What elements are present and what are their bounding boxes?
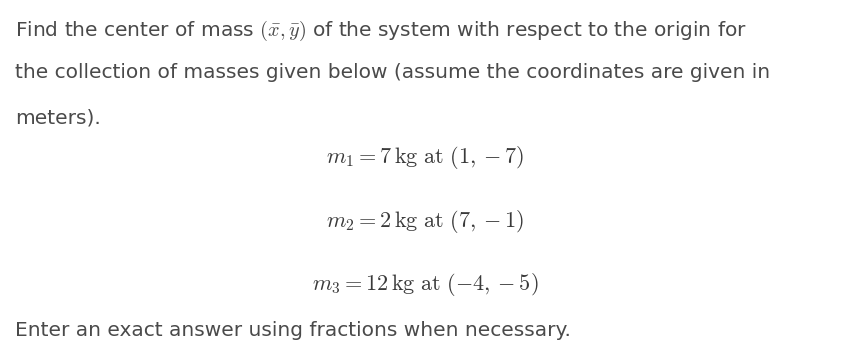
Text: Find the center of mass $(\bar{x},\bar{y})$ of the system with respect to the or: Find the center of mass $(\bar{x},\bar{y… bbox=[15, 19, 747, 43]
Text: the collection of masses given below (assume the coordinates are given in: the collection of masses given below (as… bbox=[15, 63, 770, 82]
Text: $m_3 = 12\,\mathrm{kg\ at}\ (-4, -5)$: $m_3 = 12\,\mathrm{kg\ at}\ (-4, -5)$ bbox=[312, 271, 538, 298]
Text: $m_1 = 7\,\mathrm{kg\ at}\ (1, -7)$: $m_1 = 7\,\mathrm{kg\ at}\ (1, -7)$ bbox=[326, 144, 524, 171]
Text: Enter an exact answer using fractions when necessary.: Enter an exact answer using fractions wh… bbox=[15, 321, 571, 340]
Text: $m_2 = 2\,\mathrm{kg\ at}\ (7, -1)$: $m_2 = 2\,\mathrm{kg\ at}\ (7, -1)$ bbox=[326, 208, 524, 235]
Text: meters).: meters). bbox=[15, 108, 101, 127]
